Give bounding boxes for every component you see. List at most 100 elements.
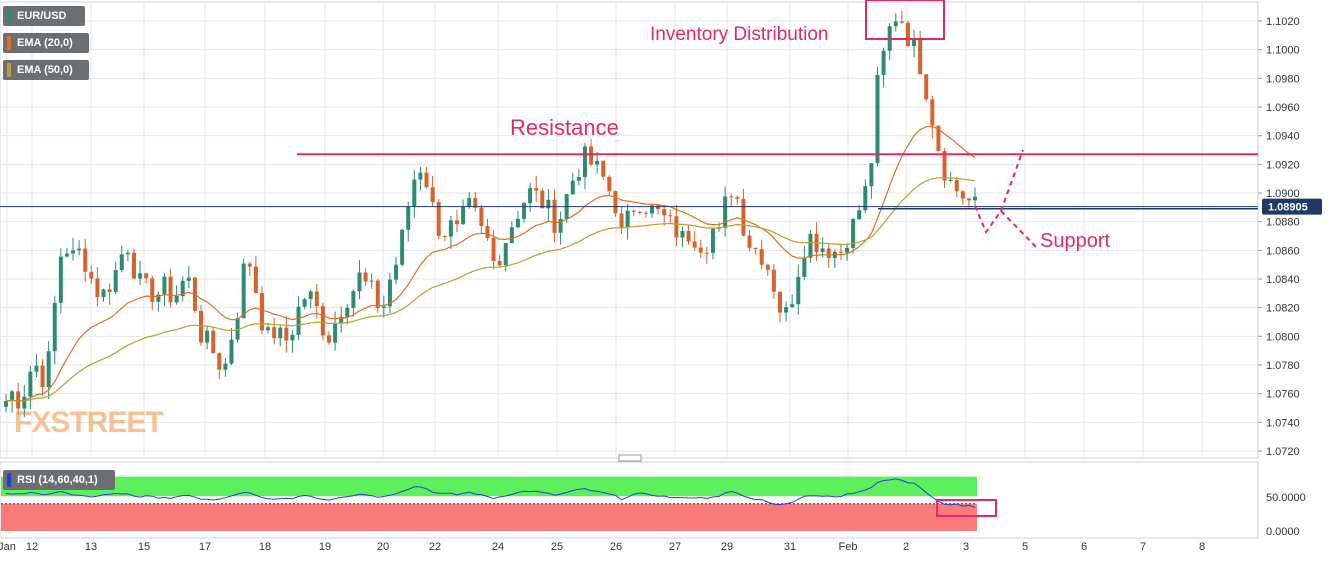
candle-body xyxy=(759,249,764,265)
candle-body xyxy=(272,327,277,339)
candle-body xyxy=(424,172,429,188)
ema20-line xyxy=(5,125,976,402)
candle-body xyxy=(448,220,453,237)
candle-body xyxy=(333,323,338,343)
x-tick-label: 13 xyxy=(85,541,97,553)
candle-body xyxy=(217,353,222,370)
candle-body xyxy=(912,39,917,47)
rsi-tick-label: 0.0000 xyxy=(1266,526,1300,538)
candle-body xyxy=(430,187,435,203)
candle-body xyxy=(77,248,82,251)
candle-body xyxy=(40,365,45,388)
legend-rsi[interactable]: RSI (14,60,40,1) xyxy=(3,470,115,490)
y-tick-label: 1.1020 xyxy=(1266,16,1300,28)
legend-ema20[interactable]: EMA (20,0) xyxy=(3,33,89,53)
candle-body xyxy=(796,276,801,305)
candle-body xyxy=(247,263,252,267)
x-tick-label: 17 xyxy=(199,541,211,553)
candle-body xyxy=(150,278,155,302)
candle-body xyxy=(412,179,417,207)
candle-body xyxy=(320,306,325,336)
current-price-label: 1.08905 xyxy=(1268,202,1308,214)
candle-body xyxy=(253,266,258,294)
candle-body xyxy=(363,272,368,282)
candle-body xyxy=(52,302,57,352)
candle-body xyxy=(375,280,380,308)
candle-body xyxy=(125,252,130,255)
candle-body xyxy=(534,188,539,191)
candle-body xyxy=(973,196,977,201)
y-tick-label: 1.0740 xyxy=(1266,417,1300,429)
candle-body xyxy=(540,190,545,209)
x-tick-label: 29 xyxy=(721,541,733,553)
candle-body xyxy=(650,205,654,214)
x-tick-label: 25 xyxy=(551,541,563,553)
candle-body xyxy=(619,213,624,228)
current-price-tag xyxy=(1262,198,1322,215)
candle-body xyxy=(174,295,179,303)
x-tick-label: 18 xyxy=(259,541,271,553)
candle-body xyxy=(710,228,715,253)
candle-body xyxy=(131,252,136,279)
candle-body xyxy=(930,99,935,126)
candle-body xyxy=(199,310,204,343)
legend-ema50[interactable]: EMA (50,0) xyxy=(3,60,89,80)
candle-body xyxy=(4,401,8,407)
candle-body xyxy=(558,218,563,233)
y-tick-label: 1.0980 xyxy=(1266,73,1300,85)
support-label: Support xyxy=(1040,230,1110,252)
candle-body xyxy=(211,330,216,354)
candle-body xyxy=(406,206,411,230)
x-tick-label: 27 xyxy=(669,541,681,553)
candle-body xyxy=(631,210,636,212)
candle-body xyxy=(509,227,514,244)
candle-body xyxy=(83,248,88,272)
candle-body xyxy=(790,304,795,308)
candle-body xyxy=(863,186,868,211)
candle-body xyxy=(296,306,301,335)
candle-body xyxy=(838,251,843,253)
candle-body xyxy=(205,330,210,343)
candle-body xyxy=(34,365,39,372)
candles-group xyxy=(4,10,977,418)
y-tick-label: 1.0820 xyxy=(1266,303,1300,315)
candle-body xyxy=(625,210,630,228)
candle-body xyxy=(235,318,240,340)
candle-body xyxy=(400,229,405,265)
y-tick-label: 1.1000 xyxy=(1266,45,1300,57)
candle-body xyxy=(656,205,661,210)
candle-body xyxy=(686,230,691,242)
candle-body xyxy=(643,212,648,214)
candle-body xyxy=(808,233,813,258)
candle-body xyxy=(924,74,929,100)
inventory-distribution-box xyxy=(865,0,945,40)
legend-symbol-swatch xyxy=(7,9,11,23)
candle-body xyxy=(936,125,941,152)
legend-rsi-swatch xyxy=(7,473,11,487)
x-tick-label: 31 xyxy=(784,541,796,553)
legend-symbol[interactable]: EUR/USD xyxy=(3,6,85,26)
candle-body xyxy=(46,351,51,388)
candle-body xyxy=(119,254,124,271)
candle-body xyxy=(601,160,606,177)
candle-body xyxy=(113,270,118,293)
candle-body xyxy=(851,219,856,248)
candle-body xyxy=(381,306,386,308)
candle-body xyxy=(875,74,880,164)
y-tick-label: 1.0940 xyxy=(1266,131,1300,143)
candle-body xyxy=(905,22,910,47)
candle-body xyxy=(497,260,502,266)
candle-body xyxy=(857,210,862,220)
candle-body xyxy=(266,327,271,331)
candle-body xyxy=(777,291,782,313)
candle-body xyxy=(89,271,94,279)
y-tick-label: 1.0960 xyxy=(1266,102,1300,114)
candle-body xyxy=(692,241,697,248)
rsi-overbought-zone xyxy=(1,476,977,497)
y-tick-label: 1.0880 xyxy=(1266,217,1300,229)
candle-body xyxy=(747,235,752,248)
x-tick-label: Jan xyxy=(0,541,16,553)
candle-body xyxy=(723,196,728,228)
candle-body xyxy=(144,273,149,279)
rsi-tick-label: 50.0000 xyxy=(1266,492,1306,504)
